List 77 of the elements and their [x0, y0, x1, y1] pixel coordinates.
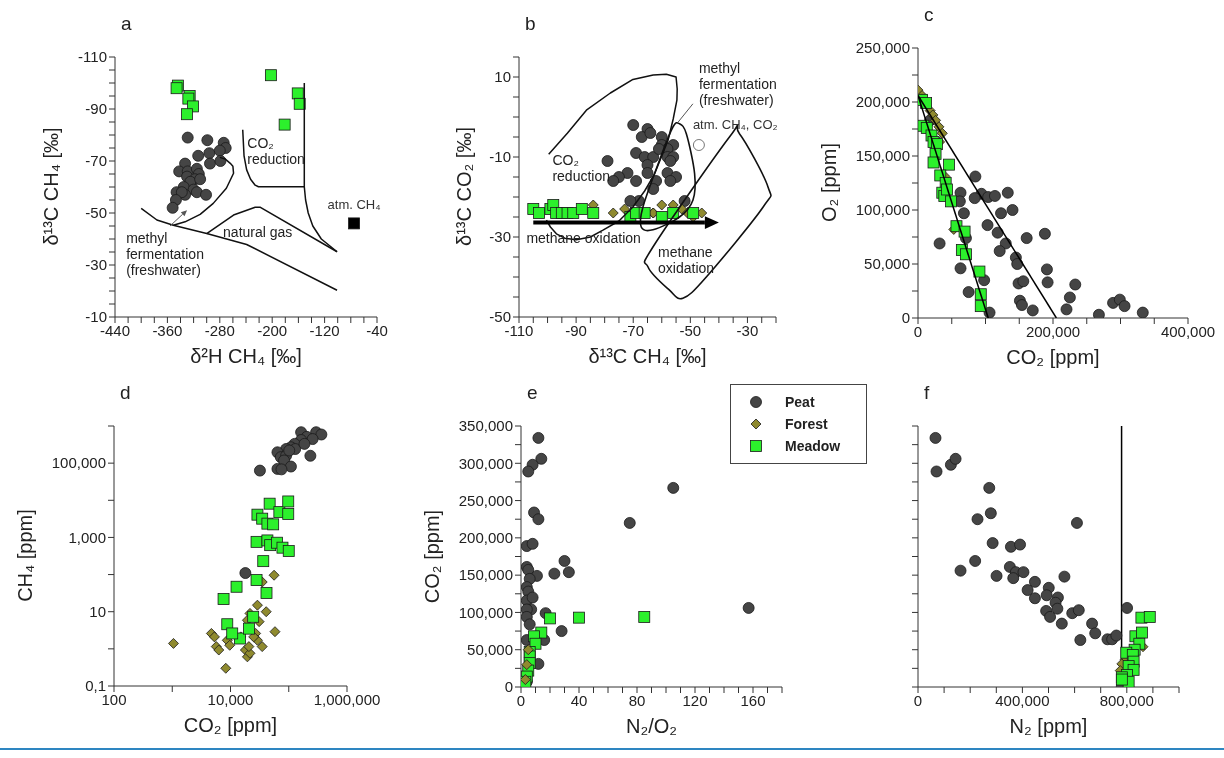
y-tick-label: 200,000 — [855, 93, 910, 111]
series-label: atm. CH₄, CO₂ — [692, 117, 778, 132]
legend-label: Peat — [785, 394, 815, 410]
annotation: CO₂ reduction — [552, 152, 611, 184]
x-tick-label: 0 — [913, 322, 923, 340]
annotation: methyl fermentation (freshwater) — [698, 60, 778, 109]
x-tick-label: 40 — [570, 691, 588, 709]
chart-title: f — [924, 382, 930, 404]
y-tick-label: 100,000 — [458, 603, 513, 621]
y-tick-label: -10 — [489, 148, 511, 166]
y-tick-label: -110 — [78, 48, 107, 66]
y-tick-label: 150,000 — [458, 566, 513, 584]
x-tick-label: 1,000,000 — [313, 690, 381, 708]
annotation: methyl fermentation (freshwater) — [126, 230, 204, 279]
x-tick-label: -40 — [366, 321, 388, 339]
x-axis-title: CO₂ [ppm] — [182, 714, 279, 737]
y-tick-label: 100,000 — [855, 201, 910, 219]
x-tick-label: 10,000 — [207, 690, 254, 708]
x-tick-label: -120 — [309, 321, 340, 339]
y-tick-label: -30 — [85, 256, 107, 274]
legend-label: Forest — [785, 416, 828, 432]
x-tick-label: 800,000 — [1099, 691, 1154, 709]
annotation: methane oxidation — [526, 230, 641, 247]
x-tick-label: 0 — [913, 691, 923, 709]
x-tick-label: 200,000 — [1025, 322, 1081, 340]
chart-title: a — [121, 13, 132, 35]
x-tick-label: -30 — [736, 321, 759, 339]
annotation: methane oxidation — [658, 243, 716, 276]
x-tick-label: -50 — [679, 321, 702, 339]
y-tick-label: 150,000 — [855, 147, 910, 165]
x-tick-label: 80 — [628, 691, 646, 709]
x-tick-label: 400,000 — [995, 691, 1050, 709]
y-tick-label: -70 — [85, 152, 107, 170]
chart-title: e — [527, 382, 538, 404]
y-tick-label: -90 — [85, 100, 107, 118]
y-tick-label: 250,000 — [855, 39, 910, 57]
y-tick-label: 350,000 — [458, 417, 513, 435]
y-tick-label: 100,000 — [51, 454, 106, 472]
x-axis-title: δ²H CH₄ [‰] — [189, 345, 303, 368]
y-tick-label: 50,000 — [864, 255, 910, 273]
y-tick-label: 0 — [504, 678, 513, 696]
x-axis-title: N₂ [ppm] — [1008, 715, 1089, 738]
x-tick-label: -200 — [257, 321, 288, 339]
y-tick-label: 300,000 — [458, 454, 513, 472]
legend-label: Meadow — [785, 438, 841, 454]
y-tick-label: 250,000 — [458, 491, 513, 509]
x-tick-label: -90 — [565, 321, 587, 339]
annotation: CO₂ reduction — [247, 135, 306, 167]
x-tick-label: 0 — [516, 691, 526, 709]
x-tick-label: -70 — [622, 321, 645, 339]
y-tick-label: -30 — [489, 228, 511, 246]
y-axis-title: O₂ [ppm] — [817, 142, 840, 224]
chart-title: b — [525, 13, 536, 35]
x-tick-label: 120 — [682, 691, 708, 709]
x-tick-label: -280 — [204, 321, 235, 339]
y-axis-title: δ¹³C CH₄ [‰] — [39, 126, 63, 248]
y-axis-title: CH₄ [ppm] — [13, 508, 36, 604]
x-axis-title: δ¹³C CH₄ [‰] — [587, 345, 708, 368]
y-tick-label: 10 — [494, 68, 511, 86]
y-tick-label: 0 — [901, 309, 910, 327]
y-tick-label: 10 — [89, 603, 106, 621]
y-tick-label: -50 — [489, 308, 511, 326]
x-tick-label: 160 — [740, 691, 766, 709]
y-tick-label: 1,000 — [68, 528, 106, 546]
annotation: natural gas — [223, 224, 293, 241]
x-axis-title: CO₂ [ppm] — [1005, 346, 1101, 369]
y-tick-label: 200,000 — [458, 529, 513, 547]
series-label: atm. CH₄ — [327, 197, 381, 213]
x-axis-title: N₂/O₂ — [624, 715, 679, 738]
y-tick-label: 50,000 — [467, 641, 513, 659]
y-axis-title: δ¹³C CO₂ [‰] — [452, 126, 475, 248]
chart-title: d — [120, 382, 131, 404]
y-axis-title: CO₂ [ppm] — [420, 508, 443, 605]
y-tick-label: -50 — [85, 204, 107, 222]
x-tick-label: -360 — [152, 321, 183, 339]
chart-title: c — [924, 4, 934, 26]
x-tick-label: 400,000 — [1160, 322, 1216, 340]
